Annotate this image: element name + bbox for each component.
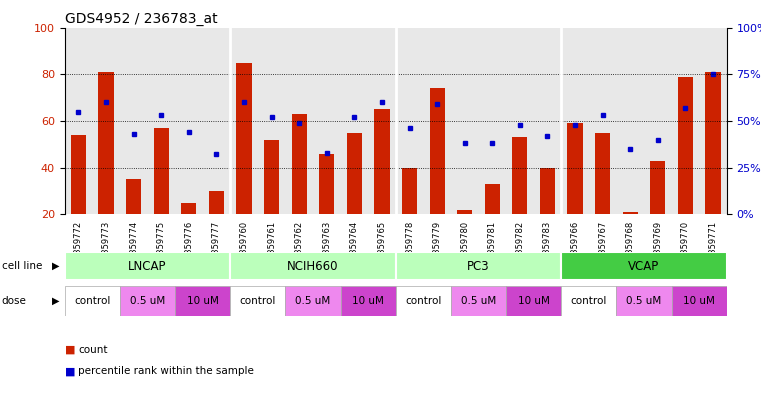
Bar <box>568 123 583 214</box>
Bar <box>705 72 721 214</box>
Text: ■: ■ <box>65 345 75 355</box>
Bar <box>98 72 113 214</box>
Bar <box>589 28 616 214</box>
Bar <box>479 28 506 214</box>
Bar <box>429 88 444 214</box>
Bar <box>699 28 727 214</box>
Bar <box>347 132 362 214</box>
Text: control: control <box>240 296 276 306</box>
Bar <box>230 286 285 316</box>
Text: 0.5 uM: 0.5 uM <box>461 296 496 306</box>
Text: cell line: cell line <box>2 261 42 271</box>
Bar <box>285 28 313 214</box>
Bar <box>313 28 340 214</box>
Bar <box>595 132 610 214</box>
Text: GDS4952 / 236783_at: GDS4952 / 236783_at <box>65 12 218 26</box>
Bar <box>506 28 533 214</box>
Bar <box>622 212 638 214</box>
Bar <box>181 202 196 214</box>
Bar <box>457 209 473 214</box>
Text: 10 uM: 10 uM <box>517 296 549 306</box>
Text: 10 uM: 10 uM <box>683 296 715 306</box>
Bar <box>451 28 479 214</box>
Bar <box>230 252 396 281</box>
Bar <box>71 135 86 214</box>
Bar <box>341 28 368 214</box>
Text: NCIH660: NCIH660 <box>287 260 339 273</box>
Bar <box>120 286 175 316</box>
Bar <box>451 286 506 316</box>
Text: 0.5 uM: 0.5 uM <box>295 296 330 306</box>
Text: ▶: ▶ <box>52 261 59 271</box>
Bar <box>671 286 727 316</box>
Bar <box>561 28 589 214</box>
Bar <box>285 286 341 316</box>
Bar <box>341 286 396 316</box>
Bar <box>678 77 693 214</box>
Text: 10 uM: 10 uM <box>186 296 218 306</box>
Text: ■: ■ <box>65 366 75 376</box>
Bar <box>540 167 555 214</box>
Bar <box>506 286 561 316</box>
Bar <box>148 28 175 214</box>
Bar <box>561 252 727 281</box>
Text: PC3: PC3 <box>467 260 490 273</box>
Bar <box>512 137 527 214</box>
Bar <box>374 109 390 214</box>
Bar <box>368 28 396 214</box>
Text: 10 uM: 10 uM <box>352 296 384 306</box>
Text: count: count <box>78 345 108 355</box>
Bar <box>230 28 258 214</box>
Bar <box>319 154 334 214</box>
Bar <box>175 286 230 316</box>
Text: control: control <box>405 296 441 306</box>
Bar <box>154 128 169 214</box>
Bar <box>396 252 561 281</box>
Bar <box>120 28 148 214</box>
Bar <box>533 28 561 214</box>
Bar <box>209 191 224 214</box>
Bar <box>396 286 451 316</box>
Text: VCAP: VCAP <box>629 260 660 273</box>
Text: control: control <box>74 296 110 306</box>
Bar <box>65 28 92 214</box>
Bar <box>92 28 120 214</box>
Bar <box>202 28 230 214</box>
Bar <box>402 167 417 214</box>
Bar <box>561 286 616 316</box>
Text: percentile rank within the sample: percentile rank within the sample <box>78 366 254 376</box>
Bar <box>616 286 671 316</box>
Bar <box>650 160 665 214</box>
Text: 0.5 uM: 0.5 uM <box>626 296 661 306</box>
Text: 0.5 uM: 0.5 uM <box>130 296 165 306</box>
Text: control: control <box>571 296 607 306</box>
Bar <box>65 252 230 281</box>
Bar <box>616 28 644 214</box>
Bar <box>485 184 500 214</box>
Bar <box>126 179 142 214</box>
Text: ▶: ▶ <box>52 296 59 306</box>
Bar <box>423 28 451 214</box>
Bar <box>671 28 699 214</box>
Bar <box>291 114 307 214</box>
Bar <box>396 28 423 214</box>
Bar <box>65 286 119 316</box>
Bar <box>175 28 202 214</box>
Text: LNCAP: LNCAP <box>128 260 167 273</box>
Bar <box>258 28 285 214</box>
Bar <box>264 140 279 214</box>
Bar <box>237 62 252 214</box>
Text: dose: dose <box>2 296 27 306</box>
Bar <box>644 28 671 214</box>
